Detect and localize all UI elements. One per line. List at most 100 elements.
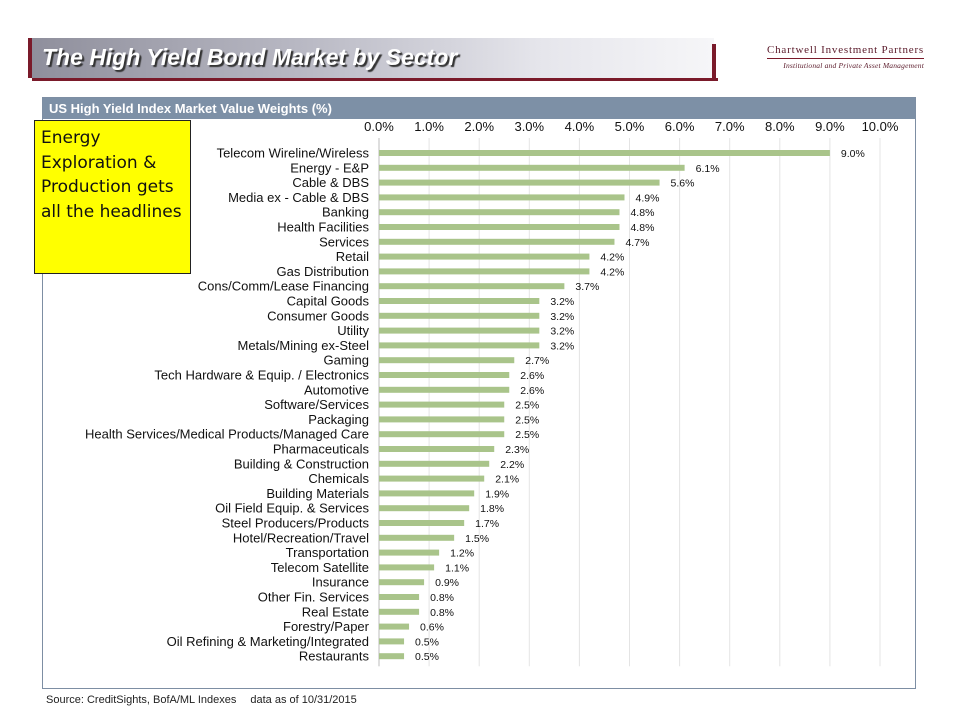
source-label: Source: CreditSights, BofA/ML Indexes [46,694,237,706]
bar [379,298,540,304]
category-label: Automotive [304,382,369,397]
bar [379,653,405,660]
source-date: data as of 10/31/2015 [250,694,357,706]
value-label: 4.2% [600,266,624,278]
category-label: Gaming [323,353,369,368]
category-label: Oil Refining & Marketing/Integrated [167,634,369,649]
bar [379,638,405,645]
value-label: 1.2% [450,548,474,560]
x-tick-label: 4.0% [565,119,595,134]
value-label: 4.9% [635,192,659,204]
bar [379,490,475,497]
category-label: Building Materials [266,486,369,501]
x-tick-label: 1.0% [414,119,444,134]
category-label: Media ex - Cable & DBS [228,190,369,205]
category-label: Chemicals [308,471,369,486]
category-label: Restaurants [299,649,370,664]
value-label: 4.2% [600,252,624,264]
bar [379,194,625,201]
bar [379,209,620,216]
value-label: 2.3% [505,444,529,456]
value-label: 3.2% [550,326,574,338]
category-label: Consumer Goods [267,308,369,323]
category-label: Gas Distribution [277,264,369,279]
category-label: Cable & DBS [292,175,369,190]
category-label: Insurance [312,575,369,590]
x-tick-label: 8.0% [765,119,795,134]
x-tick-label: 2.0% [464,119,494,134]
bar [379,520,465,526]
value-label: 2.7% [525,355,549,367]
value-label: 1.1% [445,562,469,574]
category-label: Real Estate [302,604,369,619]
category-label: Tech Hardware & Equip. / Electronics [154,368,369,383]
bar [379,312,540,319]
x-tick-label: 3.0% [514,119,544,134]
bar [379,564,435,571]
x-tick-label: 5.0% [615,119,645,134]
x-tick-label: 0.0% [364,119,394,134]
bar [379,475,485,482]
value-label: 1.7% [475,518,499,530]
category-label: Banking [322,205,369,220]
value-label: 1.5% [465,533,489,545]
category-label: Capital Goods [287,294,370,309]
category-label: Retail [336,249,369,264]
category-label: Metals/Mining ex-Steel [238,338,370,353]
bar [379,416,505,423]
value-label: 0.5% [415,636,439,648]
value-label: 3.2% [550,296,574,308]
category-label: Other Fin. Services [258,590,370,605]
chart-frame: US High Yield Index Market Value Weights… [42,97,916,689]
bar [379,224,620,230]
bar [379,253,590,260]
value-label: 3.2% [550,340,574,352]
category-label: Utility [337,323,369,338]
value-label: 0.9% [435,577,459,589]
category-label: Health Facilities [277,220,369,235]
callout-box: Energy Exploration & Production gets all… [34,120,191,274]
category-label: Telecom Wireline/Wireless [217,146,370,161]
bar [379,579,425,586]
bar [379,327,540,334]
value-label: 4.8% [630,207,654,219]
category-label: Building & Construction [234,456,369,471]
value-label: 2.5% [515,429,539,441]
category-label: Health Services/Medical Products/Managed… [85,427,369,442]
bar [379,238,615,245]
source-note: Source: CreditSights, BofA/ML Indexes dat… [46,694,357,706]
category-label: Hotel/Recreation/Travel [233,530,369,545]
bar [379,446,495,452]
value-label: 2.2% [500,459,524,471]
value-label: 2.1% [495,474,519,486]
bar [379,179,660,186]
category-label: Services [319,234,369,249]
bar [379,608,420,615]
category-label: Energy - E&P [290,160,369,175]
bar [379,623,410,630]
bar [379,342,540,349]
category-label: Cons/Comm/Lease Financing [198,279,369,294]
company-logo: Chartwell Investment Partners Institutio… [767,44,924,70]
category-label: Forestry/Paper [283,619,370,634]
bar [379,505,470,512]
bar [379,460,490,467]
category-label: Telecom Satellite [271,560,369,575]
bar [379,164,685,171]
x-tick-label: 7.0% [715,119,745,134]
bar [379,386,510,393]
value-label: 3.2% [550,311,574,323]
x-tick-label: 10.0% [862,119,899,134]
category-label: Packaging [308,412,369,427]
bar [379,594,420,600]
bar [379,372,510,378]
bar [379,549,440,556]
title-banner-edge [712,44,716,81]
value-label: 2.5% [515,414,539,426]
value-label: 2.5% [515,400,539,412]
title-banner: The High Yield Bond Market by Sector [28,38,718,81]
value-label: 0.5% [415,651,439,663]
category-label: Transportation [286,545,369,560]
category-label: Pharmaceuticals [273,442,370,457]
value-label: 3.7% [575,281,599,293]
